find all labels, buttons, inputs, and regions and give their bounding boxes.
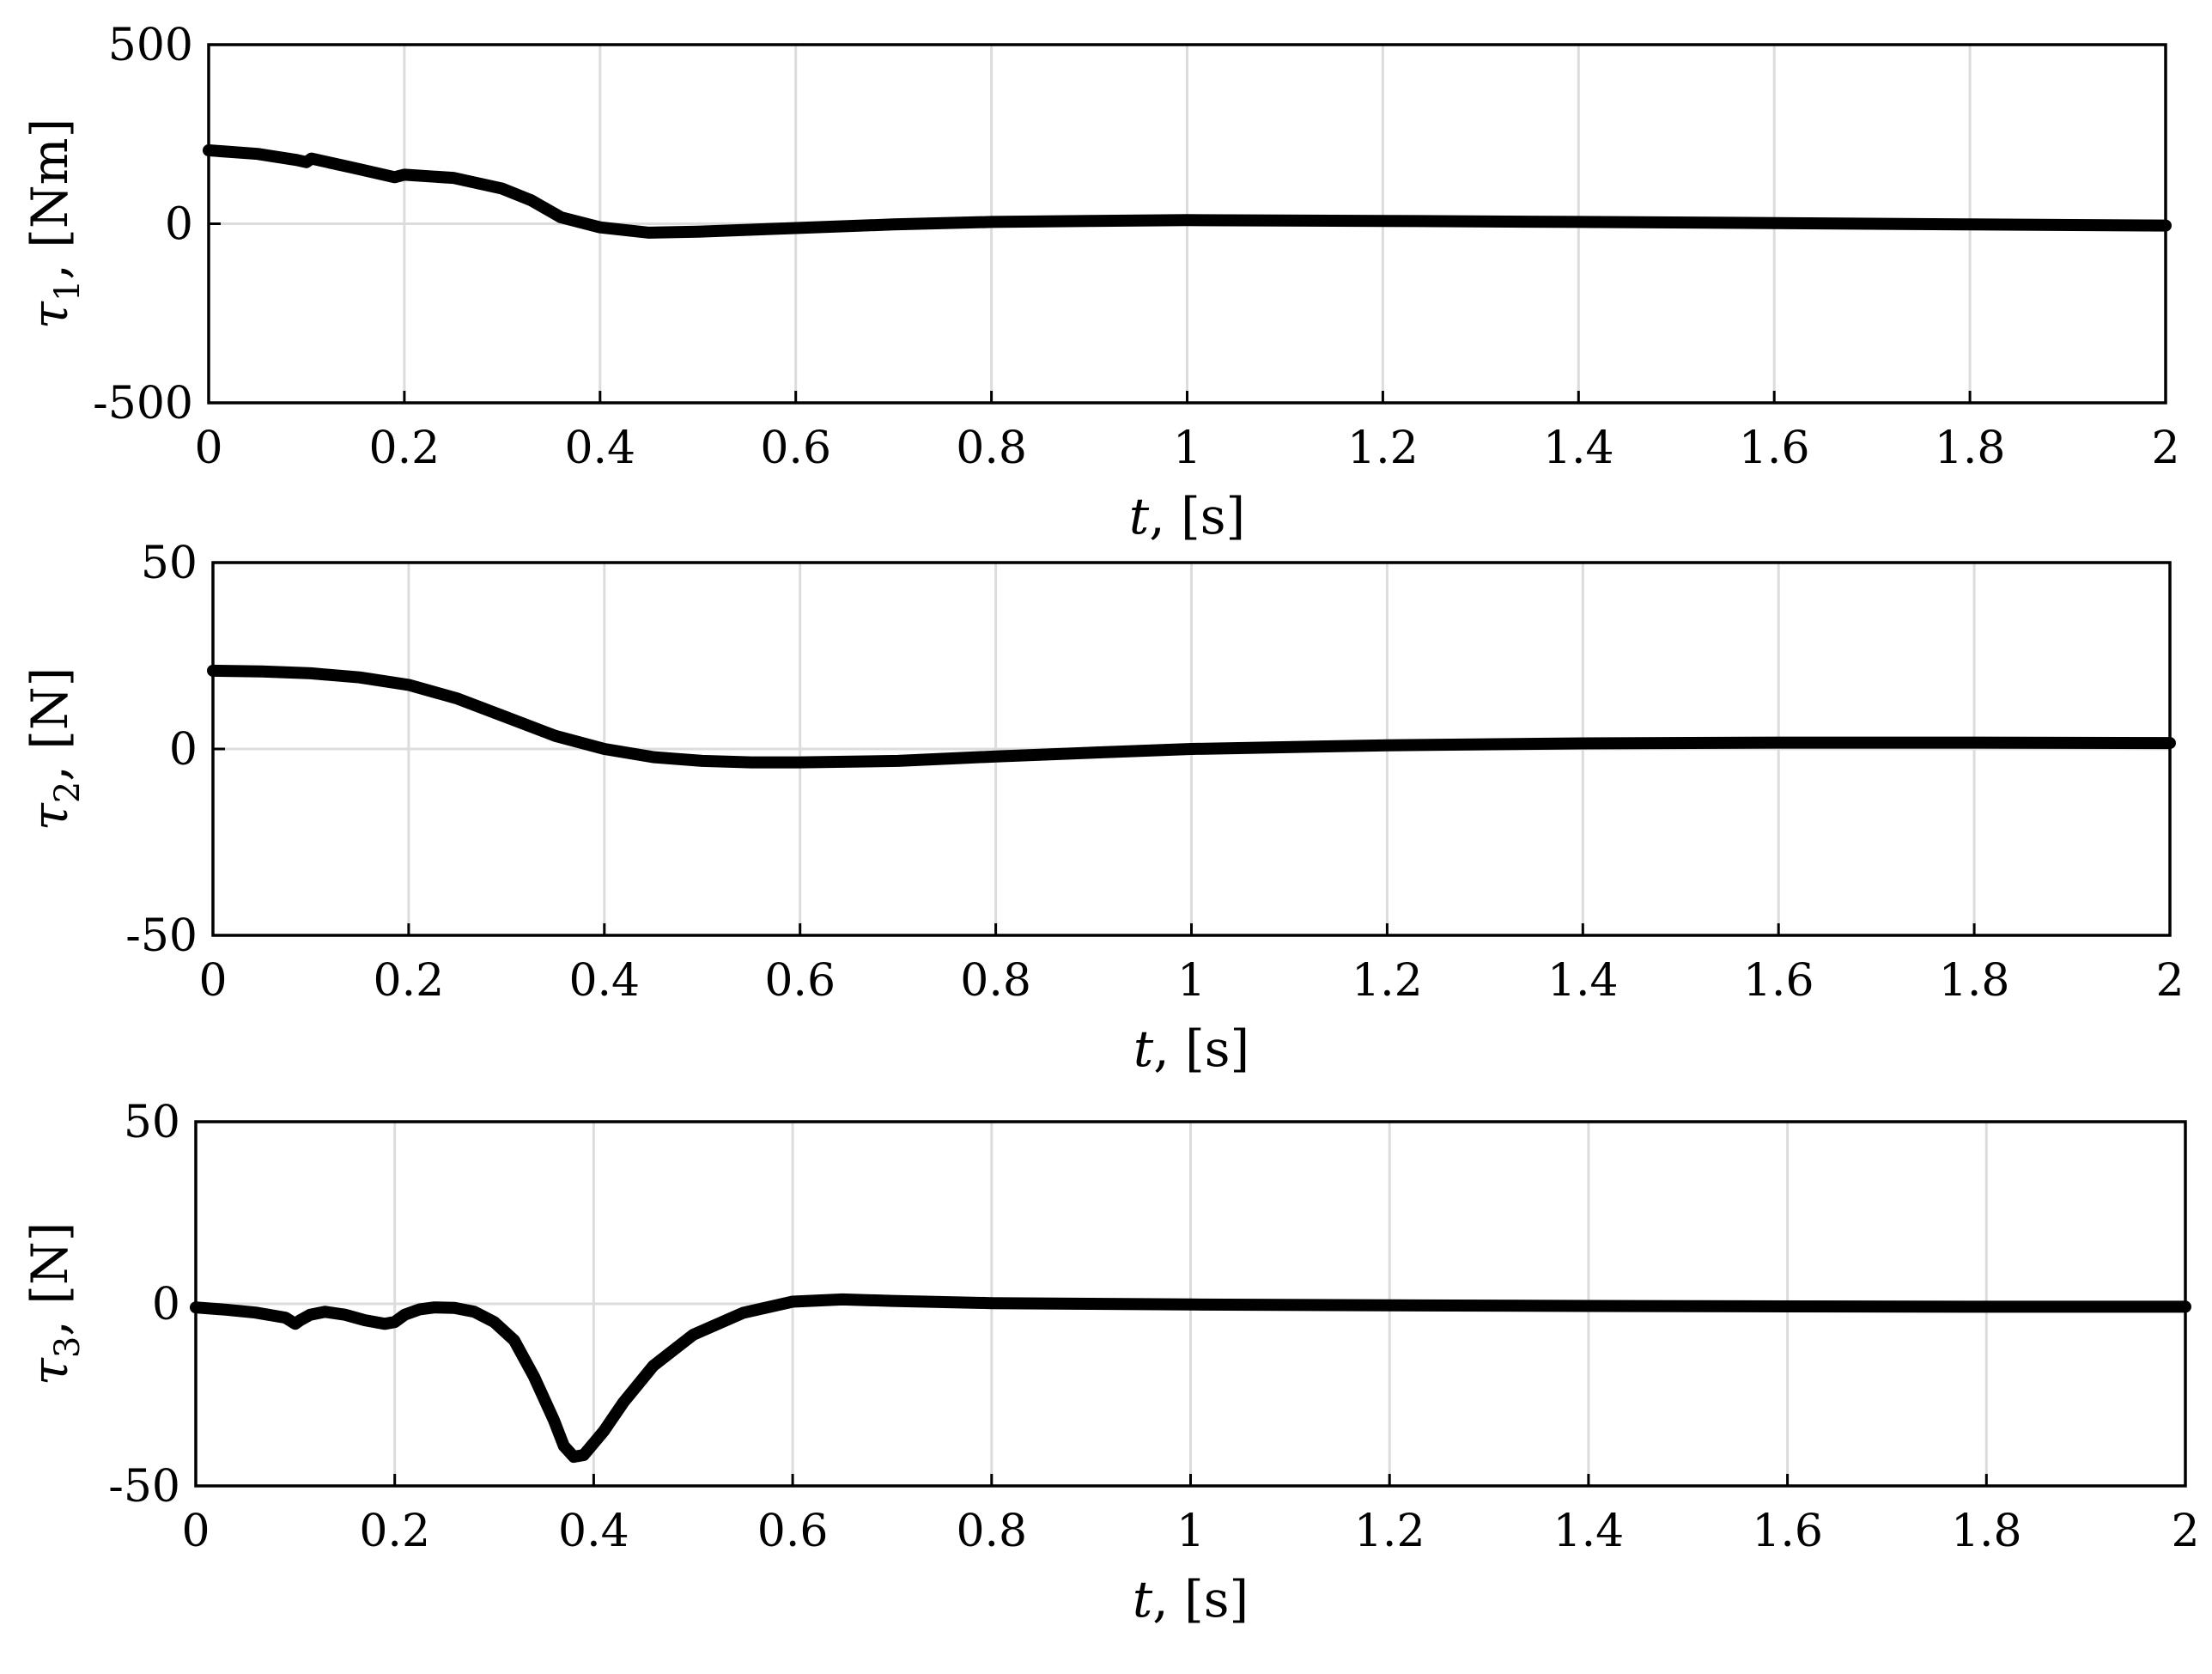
x-axis-label: t, [s]: [1129, 487, 1245, 545]
y-tick-label: -50: [108, 1461, 180, 1513]
x-tick-label: 1: [1173, 423, 1201, 474]
x-tick-label: 1.8: [1951, 1506, 2022, 1557]
x-tick-label: 1: [1176, 1506, 1205, 1557]
x-tick-label: 0.2: [369, 423, 441, 474]
series-line: [203, 144, 2172, 239]
x-tick-label: 0.4: [558, 1506, 629, 1557]
y-tick-label: 50: [141, 538, 198, 589]
x-tick-label: 2: [2155, 955, 2184, 1007]
x-axis-label: t, [s]: [1133, 1570, 1249, 1628]
x-tick-label: 1.8: [1935, 423, 2006, 474]
x-tick-label: 0.4: [568, 955, 640, 1007]
x-tick-label: 0.8: [956, 1506, 1027, 1557]
y-axis-label: τ2, [N]: [21, 667, 88, 831]
x-tick-label: 1.4: [1547, 955, 1619, 1007]
x-tick-label: 0.6: [760, 423, 831, 474]
y-tick-label: -500: [93, 378, 193, 429]
x-tick-label: 0.4: [564, 423, 635, 474]
y-tick-label: 50: [124, 1097, 180, 1148]
x-tick-label: 0.6: [764, 955, 836, 1007]
x-tick-label: 0.6: [757, 1506, 829, 1557]
y-tick-label: 0: [152, 1279, 180, 1330]
x-tick-label: 0.8: [960, 955, 1031, 1007]
x-tick-label: 2: [2151, 423, 2179, 474]
x-tick-label: 0.2: [374, 955, 445, 1007]
x-tick-label: 1.4: [1543, 423, 1614, 474]
x-tick-label: 1.2: [1352, 955, 1423, 1007]
y-tick-label: 0: [169, 724, 198, 776]
y-tick-label: 0: [165, 199, 193, 251]
x-tick-label: 1.4: [1553, 1506, 1625, 1557]
x-tick-label: 0: [194, 423, 222, 474]
y-axis-label: τ1, [Nm]: [21, 119, 88, 329]
x-tick-label: 1.6: [1743, 955, 1814, 1007]
x-tick-label: 1.6: [1739, 423, 1810, 474]
x-tick-label: 0: [181, 1506, 210, 1557]
y-axis-label: τ3, [N]: [21, 1222, 88, 1385]
x-axis-label: t, [s]: [1133, 1020, 1249, 1078]
x-tick-label: 2: [2171, 1506, 2199, 1557]
x-tick-label: 0.8: [956, 423, 1027, 474]
x-tick-label: 1: [1177, 955, 1206, 1007]
x-tick-label: 1.2: [1347, 423, 1419, 474]
x-tick-label: 1.2: [1354, 1506, 1425, 1557]
x-tick-label: 1.8: [1939, 955, 2010, 1007]
x-tick-label: 0.2: [359, 1506, 430, 1557]
series-line: [190, 1293, 2191, 1464]
y-tick-label: -50: [125, 910, 198, 962]
x-tick-label: 0: [198, 955, 227, 1007]
series-line: [207, 664, 2176, 769]
x-tick-label: 1.6: [1752, 1506, 1823, 1557]
y-tick-label: 500: [108, 20, 193, 71]
